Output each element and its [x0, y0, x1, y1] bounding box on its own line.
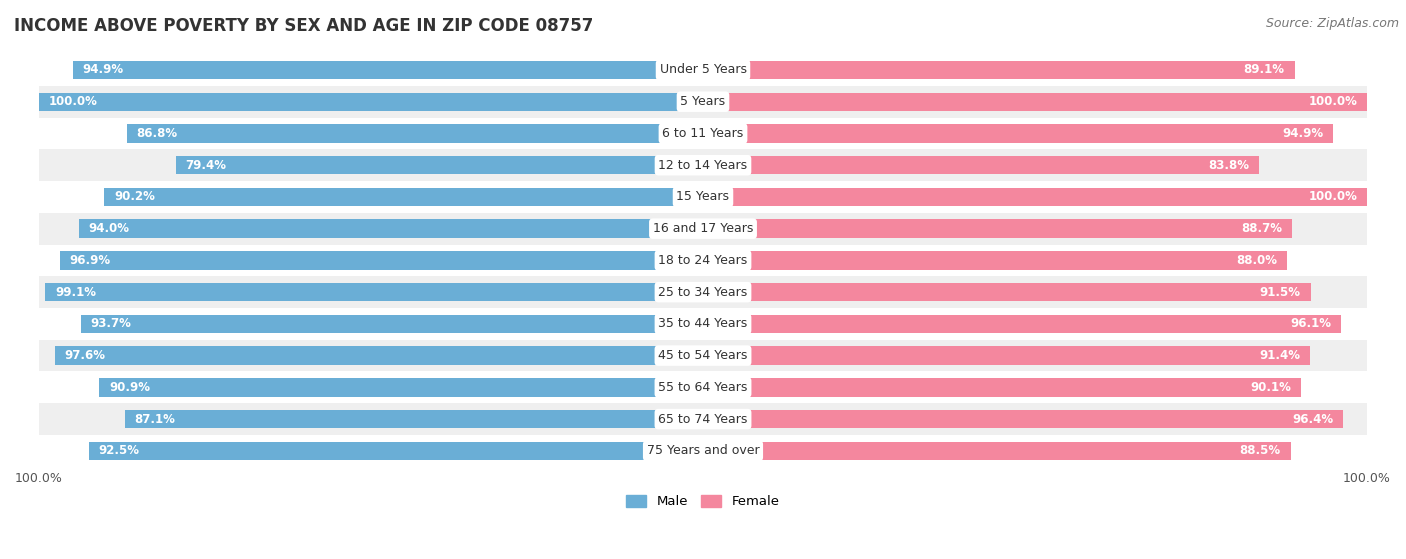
Text: 25 to 34 Years: 25 to 34 Years	[658, 286, 748, 299]
Text: 94.9%: 94.9%	[1282, 127, 1323, 140]
Text: Under 5 Years: Under 5 Years	[659, 64, 747, 77]
Bar	[89, 442, 703, 460]
Text: 91.4%: 91.4%	[1258, 349, 1301, 362]
Bar	[39, 435, 1367, 467]
Bar	[703, 442, 1291, 460]
Text: 91.5%: 91.5%	[1260, 286, 1301, 299]
Bar	[176, 156, 703, 174]
Text: 55 to 64 Years: 55 to 64 Years	[658, 381, 748, 394]
Bar	[703, 61, 1295, 79]
Text: 93.7%: 93.7%	[91, 318, 132, 330]
Bar	[100, 378, 703, 396]
Bar	[703, 315, 1341, 333]
Text: 92.5%: 92.5%	[98, 444, 139, 457]
Text: 5 Years: 5 Years	[681, 95, 725, 108]
Text: 79.4%: 79.4%	[186, 159, 226, 172]
Bar	[39, 213, 1367, 244]
Bar	[39, 117, 1367, 149]
Text: 88.0%: 88.0%	[1236, 254, 1278, 267]
Text: 96.4%: 96.4%	[1292, 413, 1333, 425]
Legend: Male, Female: Male, Female	[621, 490, 785, 514]
Text: 90.1%: 90.1%	[1250, 381, 1291, 394]
Text: 75 Years and over: 75 Years and over	[647, 444, 759, 457]
Bar	[703, 93, 1367, 111]
Text: 100.0%: 100.0%	[1308, 191, 1357, 203]
Text: 94.9%: 94.9%	[83, 64, 124, 77]
Text: 15 Years: 15 Years	[676, 191, 730, 203]
Text: 90.9%: 90.9%	[110, 381, 150, 394]
Bar	[39, 276, 1367, 308]
Bar	[104, 188, 703, 206]
Text: 97.6%: 97.6%	[65, 349, 105, 362]
Bar	[80, 315, 703, 333]
Bar	[703, 347, 1310, 365]
Text: 88.7%: 88.7%	[1241, 222, 1282, 235]
Text: 88.5%: 88.5%	[1240, 444, 1281, 457]
Bar	[703, 283, 1310, 301]
Text: 99.1%: 99.1%	[55, 286, 96, 299]
Bar	[703, 188, 1367, 206]
Bar	[703, 378, 1302, 396]
Text: 89.1%: 89.1%	[1244, 64, 1285, 77]
Text: 86.8%: 86.8%	[136, 127, 177, 140]
Bar	[39, 181, 1367, 213]
Bar	[703, 124, 1333, 143]
Text: 90.2%: 90.2%	[114, 191, 155, 203]
Bar	[39, 86, 1367, 117]
Text: 18 to 24 Years: 18 to 24 Years	[658, 254, 748, 267]
Bar	[39, 244, 1367, 276]
Bar	[39, 308, 1367, 340]
Bar	[125, 410, 703, 428]
Bar	[39, 149, 1367, 181]
Text: 96.9%: 96.9%	[69, 254, 111, 267]
Bar	[703, 410, 1343, 428]
Bar	[39, 93, 703, 111]
Text: 94.0%: 94.0%	[89, 222, 129, 235]
Bar	[39, 54, 1367, 86]
Bar	[55, 347, 703, 365]
Text: 16 and 17 Years: 16 and 17 Years	[652, 222, 754, 235]
Text: 96.1%: 96.1%	[1291, 318, 1331, 330]
Text: 45 to 54 Years: 45 to 54 Years	[658, 349, 748, 362]
Bar	[127, 124, 703, 143]
Text: 65 to 74 Years: 65 to 74 Years	[658, 413, 748, 425]
Text: 35 to 44 Years: 35 to 44 Years	[658, 318, 748, 330]
Bar	[39, 403, 1367, 435]
Bar	[45, 283, 703, 301]
Text: 6 to 11 Years: 6 to 11 Years	[662, 127, 744, 140]
Bar	[59, 251, 703, 269]
Bar	[703, 220, 1292, 238]
Bar	[79, 220, 703, 238]
Bar	[703, 251, 1288, 269]
Text: 100.0%: 100.0%	[49, 95, 98, 108]
Bar	[39, 340, 1367, 372]
Text: Source: ZipAtlas.com: Source: ZipAtlas.com	[1265, 17, 1399, 30]
Bar	[73, 61, 703, 79]
Text: 87.1%: 87.1%	[135, 413, 176, 425]
Text: 100.0%: 100.0%	[1308, 95, 1357, 108]
Text: 12 to 14 Years: 12 to 14 Years	[658, 159, 748, 172]
Text: INCOME ABOVE POVERTY BY SEX AND AGE IN ZIP CODE 08757: INCOME ABOVE POVERTY BY SEX AND AGE IN Z…	[14, 17, 593, 35]
Bar	[39, 372, 1367, 403]
Bar	[703, 156, 1260, 174]
Text: 83.8%: 83.8%	[1209, 159, 1250, 172]
